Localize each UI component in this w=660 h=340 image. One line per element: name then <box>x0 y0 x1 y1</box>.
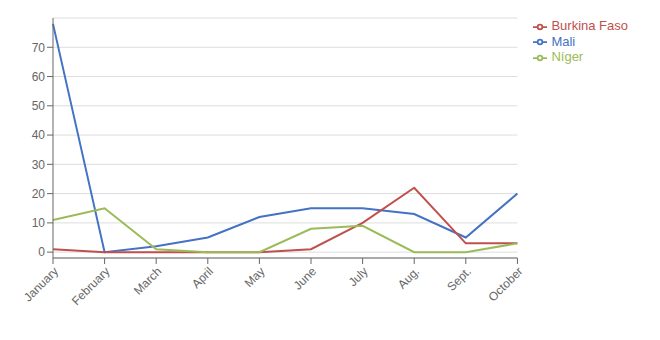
html-text:Níger: Níger <box>551 49 584 65</box>
svg-text:Aug.: Aug. <box>395 264 422 291</box>
svg-text:March: March <box>131 264 164 297</box>
svg-text:April: April <box>189 264 216 291</box>
svg-text:30: 30 <box>32 158 46 172</box>
svg-text:20: 20 <box>32 187 46 201</box>
svg-text:July: July <box>346 264 371 289</box>
svg-text:60: 60 <box>32 70 46 84</box>
svg-text:February: February <box>69 264 113 308</box>
svg-text:May: May <box>242 264 268 290</box>
html-text:Burkina Faso: Burkina Faso <box>551 18 628 33</box>
svg-text:0: 0 <box>38 245 45 259</box>
svg-text:10: 10 <box>32 216 46 230</box>
svg-text:70: 70 <box>32 41 46 55</box>
svg-text:Sept.: Sept. <box>444 264 474 294</box>
svg-text:October: October <box>485 264 525 304</box>
svg-text:June: June <box>291 264 320 293</box>
svg-text:40: 40 <box>32 128 46 142</box>
svg-text:50: 50 <box>32 99 46 113</box>
html-text:Mali: Mali <box>551 33 576 49</box>
svg-text:January: January <box>21 264 61 304</box>
